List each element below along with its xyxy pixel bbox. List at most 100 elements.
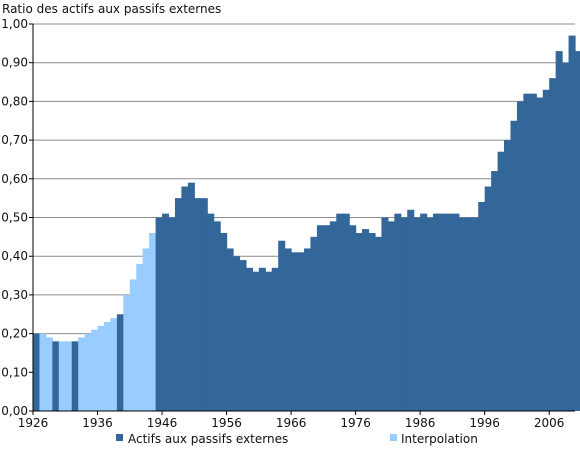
- bar-1975: [349, 225, 357, 411]
- bar-1950: [187, 182, 195, 411]
- bar-1979: [374, 236, 383, 411]
- bar-1943: [142, 248, 150, 411]
- bar-1963: [271, 267, 279, 411]
- bar-1992: [458, 217, 466, 411]
- bar-1965: [284, 248, 292, 411]
- bar-1974: [342, 213, 350, 411]
- bar-1978: [368, 232, 376, 411]
- bar-1951: [194, 198, 202, 411]
- bar-1983: [400, 217, 408, 411]
- bar-1957: [233, 256, 241, 411]
- bar-1996: [484, 186, 492, 411]
- x-tick-label: 1926: [18, 416, 49, 430]
- x-tick-label: 1936: [82, 416, 113, 430]
- y-tick-label: 0,80: [1, 94, 28, 108]
- bar-1977: [362, 229, 370, 411]
- bar-1929: [52, 341, 60, 411]
- y-tick-label: 0,30: [1, 288, 28, 302]
- chart-title: Ratio des actifs aux passifs externes: [2, 2, 221, 16]
- bar-2002: [523, 93, 531, 411]
- bar-1928: [45, 337, 53, 411]
- bar-1968: [304, 248, 312, 411]
- y-tick-label: 0,70: [1, 133, 28, 147]
- bar-1952: [200, 198, 208, 411]
- bars: [33, 35, 580, 412]
- bar-1998: [497, 151, 505, 411]
- bar-1991: [452, 213, 460, 411]
- y-tick-label: 0,20: [1, 327, 28, 341]
- bar-undefined: [575, 51, 580, 412]
- bar-1953: [207, 213, 215, 411]
- y-tick-label: 0,50: [1, 211, 28, 225]
- bar-1939: [116, 314, 124, 411]
- bar-1976: [355, 232, 363, 411]
- bar-2006: [549, 78, 557, 412]
- bar-1986: [420, 213, 428, 411]
- bar-1997: [491, 171, 499, 411]
- bar-1945: [155, 217, 163, 411]
- legend-swatch-interpolation: [390, 434, 397, 441]
- bar-1961: [258, 267, 266, 411]
- bar-1959: [245, 267, 253, 411]
- bar-1967: [297, 252, 305, 411]
- bar-1956: [226, 248, 234, 411]
- bar-1932: [71, 341, 79, 411]
- bar-1993: [465, 217, 473, 411]
- bar-1973: [336, 213, 344, 411]
- bar-1934: [84, 333, 92, 411]
- x-tick-label: 1986: [405, 416, 436, 430]
- bar-1987: [426, 217, 434, 411]
- bar-1972: [329, 221, 337, 411]
- x-tick-label: 1946: [147, 416, 178, 430]
- bar-1969: [310, 236, 318, 411]
- bar-1999: [504, 140, 512, 411]
- bar-1958: [239, 260, 247, 411]
- x-tick-label: 1996: [469, 416, 500, 430]
- bar-1935: [91, 329, 99, 411]
- bar-2004: [536, 97, 544, 411]
- bar-2005: [542, 89, 550, 411]
- legend-swatch-actual: [116, 434, 123, 441]
- bar-1960: [252, 271, 260, 411]
- bar-1948: [174, 198, 182, 411]
- y-tick-label: 0,10: [1, 365, 28, 379]
- bar-1980: [381, 217, 389, 411]
- bar-2007: [555, 51, 563, 412]
- bar-1937: [103, 321, 112, 411]
- x-tick-label: 1966: [276, 416, 307, 430]
- bar-1995: [478, 202, 486, 411]
- bar-2001: [516, 101, 524, 412]
- bar-1947: [168, 217, 176, 411]
- y-tick-label: 0,90: [1, 56, 28, 70]
- bar-1964: [278, 240, 286, 411]
- bar-2000: [510, 120, 518, 411]
- bar-1946: [162, 213, 170, 411]
- legend: Actifs aux passifs externes Interpolatio…: [116, 432, 478, 446]
- bar-1962: [265, 271, 273, 411]
- x-tick-label: 2006: [534, 416, 565, 430]
- bar-1985: [413, 217, 421, 411]
- bar-1949: [181, 186, 189, 411]
- bar-1955: [220, 232, 228, 411]
- x-tick-label: 1976: [340, 416, 371, 430]
- bar-1966: [291, 252, 299, 411]
- bar-1936: [97, 325, 105, 411]
- bar-1994: [471, 217, 479, 411]
- bar-1970: [316, 225, 324, 411]
- legend-label-interpolation: Interpolation: [401, 432, 478, 446]
- bar-2008: [562, 62, 570, 411]
- axes: [29, 23, 575, 415]
- bar-1933: [78, 337, 86, 411]
- bar-1990: [445, 213, 453, 411]
- bar-1954: [213, 221, 221, 411]
- bar-1927: [39, 333, 47, 411]
- bar-1941: [129, 279, 137, 411]
- y-tick-label: 1,00: [1, 17, 28, 31]
- bar-1942: [136, 263, 144, 411]
- bar-1930: [58, 341, 66, 411]
- y-tick-labels: 0,00 0,10 0,20 0,30 0,40 0,50 0,60 0,70 0,80 0,90…: [1, 17, 28, 418]
- bar-2003: [529, 93, 537, 411]
- y-tick-label: 0,40: [1, 249, 28, 263]
- bar-1971: [323, 225, 331, 411]
- bar-1982: [394, 213, 402, 411]
